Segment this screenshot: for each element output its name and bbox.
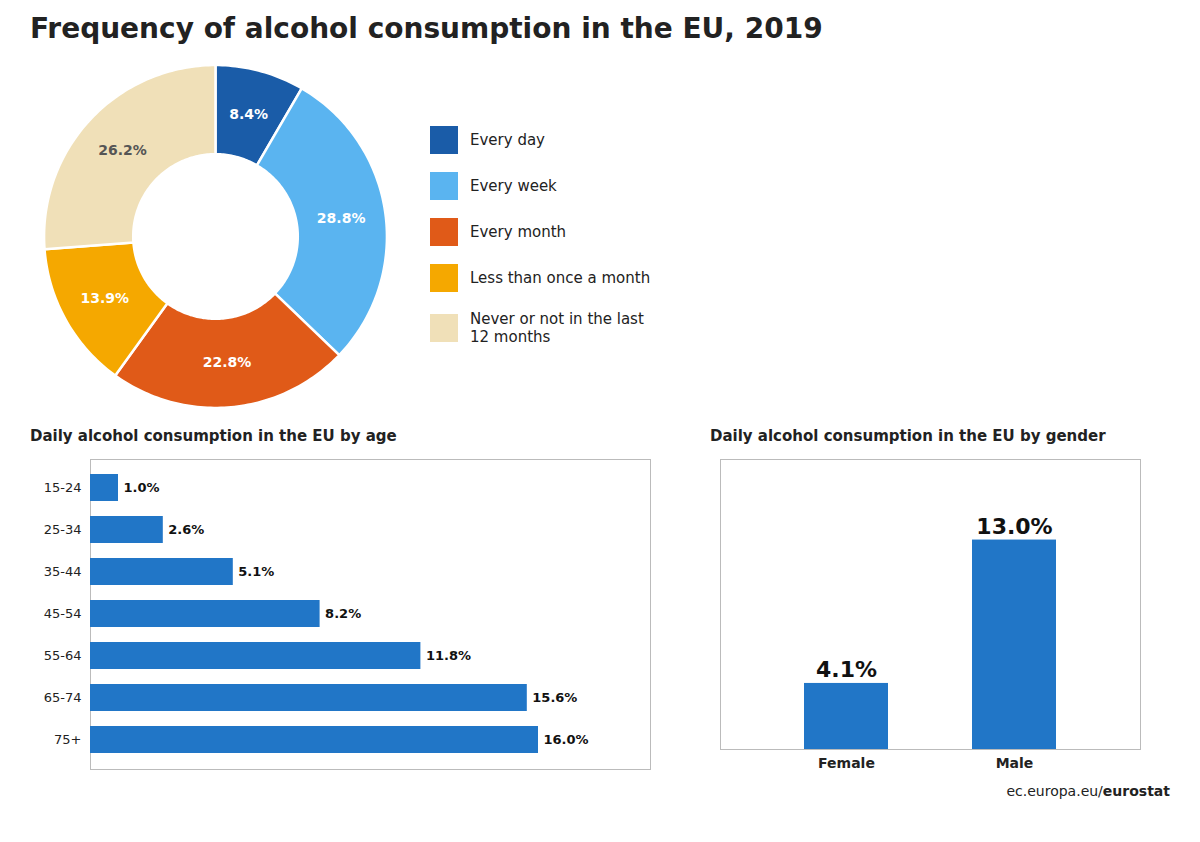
svg-text:13.9%: 13.9% [80, 290, 129, 306]
svg-text:11.8%: 11.8% [426, 648, 471, 663]
svg-text:35-44: 35-44 [44, 564, 82, 579]
svg-text:55-64: 55-64 [44, 648, 82, 663]
svg-text:1.0%: 1.0% [124, 480, 160, 495]
svg-text:15-24: 15-24 [44, 480, 82, 495]
svg-text:15.6%: 15.6% [532, 690, 577, 705]
html-text:Never or not in the last 12 mo: Never or not in the last 12 months [470, 310, 644, 346]
html-text:ec.europa.eu/ eurostat: ec.europa.eu/ eurostat [1006, 783, 1170, 799]
svg-text:2.6%: 2.6% [168, 522, 204, 537]
svg-text:75+: 75+ [54, 732, 81, 747]
svg-text:45-54: 45-54 [44, 606, 82, 621]
svg-text:22.8%: 22.8% [203, 354, 252, 370]
svg-text:13.0%: 13.0% [976, 514, 1052, 539]
html-text:Less than once a month: Less than once a month [470, 269, 651, 287]
svg-text:65-74: 65-74 [44, 690, 82, 705]
svg-text:26.2%: 26.2% [98, 142, 147, 158]
svg-text:Female: Female [818, 755, 875, 771]
html-text:Every day: Every day [470, 131, 545, 149]
svg-text:8.4%: 8.4% [229, 106, 268, 122]
svg-text:16.0%: 16.0% [544, 732, 589, 747]
html-text:Every week: Every week [470, 177, 557, 195]
svg-text:25-34: 25-34 [44, 522, 82, 537]
html-text:Daily alcohol consumption in t: Daily alcohol consumption in the EU by g… [710, 427, 1106, 445]
html-text:Every month: Every month [470, 223, 567, 241]
svg-text:5.1%: 5.1% [238, 564, 274, 579]
svg-text:8.2%: 8.2% [325, 606, 361, 621]
html-text:Frequency of alcohol consumpti: Frequency of alcohol consumption in the … [30, 12, 823, 45]
svg-text:28.8%: 28.8% [317, 210, 366, 226]
html-text:Daily alcohol consumption in t: Daily alcohol consumption in the EU by a… [30, 427, 397, 445]
svg-text:4.1%: 4.1% [816, 657, 877, 682]
svg-text:Male: Male [996, 755, 1034, 771]
